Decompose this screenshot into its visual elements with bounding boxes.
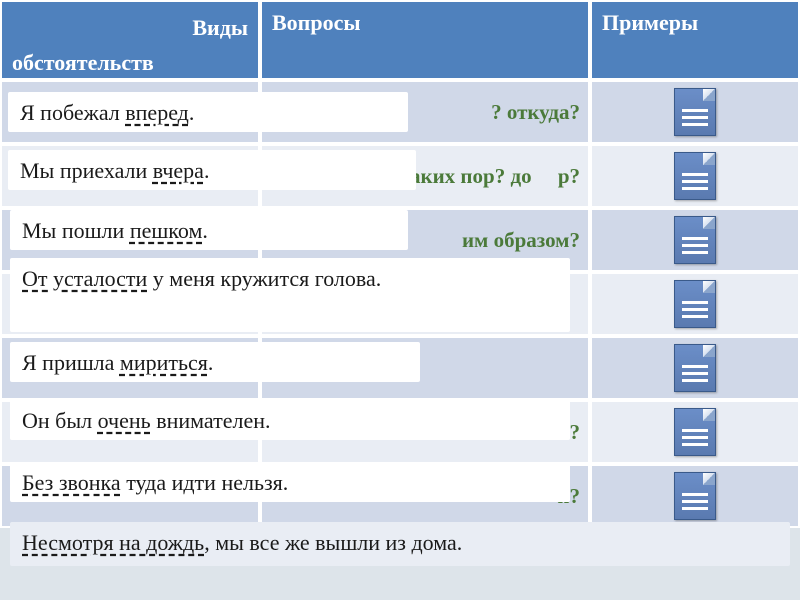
example-sentence: Он был очень внимателен.	[10, 400, 570, 440]
example-sentence: Я пришла мириться.	[10, 342, 420, 382]
document-icon[interactable]	[674, 152, 716, 200]
document-icon[interactable]	[674, 216, 716, 264]
example-sentence: Я побежал вперед.	[8, 92, 408, 132]
document-icon[interactable]	[674, 344, 716, 392]
header-types: Виды обстоятельств	[0, 0, 260, 80]
document-icon[interactable]	[674, 280, 716, 328]
table-header-row: Виды обстоятельств Вопросы Примеры	[0, 0, 800, 80]
example-sentence: Несмотря на дождь, мы все же вышли из до…	[10, 522, 790, 566]
document-icon[interactable]	[674, 88, 716, 136]
document-icon[interactable]	[674, 472, 716, 520]
example-sentence: От усталости у меня кружится голова.	[10, 258, 570, 332]
header-types-l2: обстоятельств	[12, 45, 248, 80]
header-examples: Примеры	[590, 0, 800, 80]
example-sentence: Без звонка туда идти нельзя.	[10, 462, 570, 502]
header-questions: Вопросы	[260, 0, 590, 80]
document-icon[interactable]	[674, 408, 716, 456]
header-types-l1: Виды	[192, 15, 248, 40]
example-sentence: Мы приехали вчера.	[8, 150, 416, 190]
example-sentence: Мы пошли пешком.	[10, 210, 408, 250]
